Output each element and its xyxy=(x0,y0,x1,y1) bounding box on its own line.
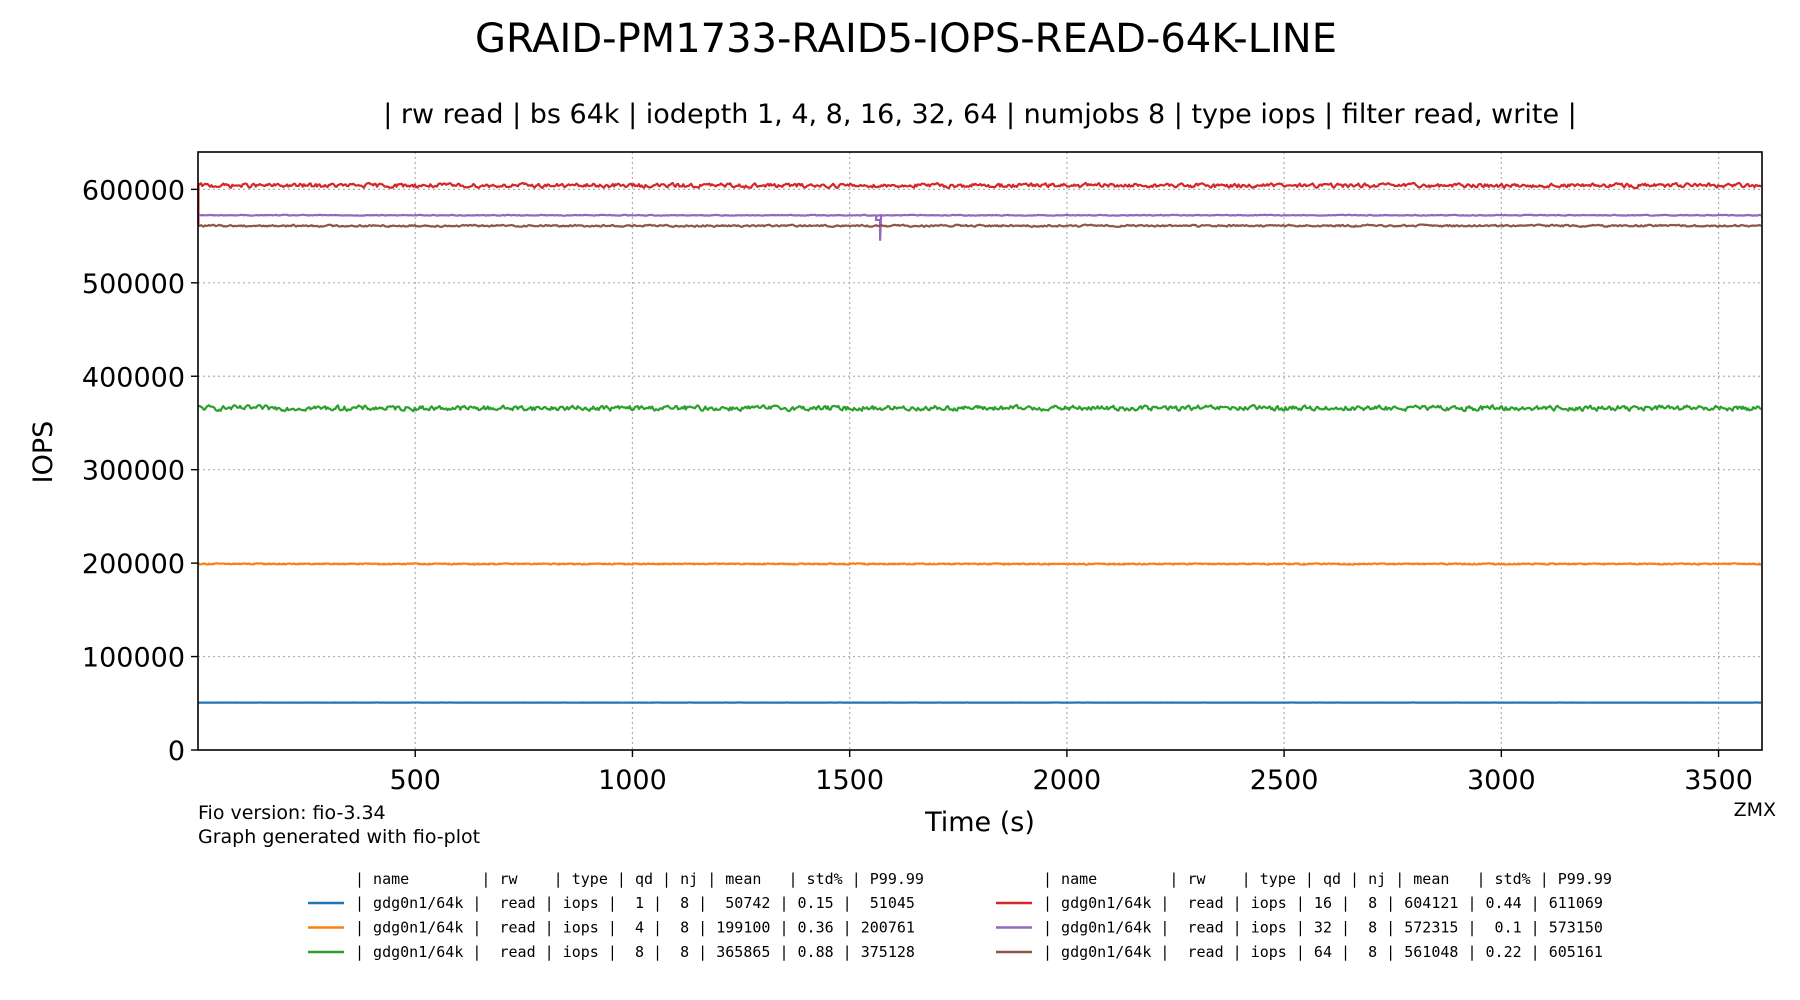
series-line-qd32 xyxy=(198,213,1762,217)
series-line-qd64 xyxy=(198,223,1762,228)
y-tick-label: 400000 xyxy=(82,362,185,393)
x-tick-label: 2500 xyxy=(1250,765,1319,796)
y-tick-label: 100000 xyxy=(82,643,185,674)
series-lines xyxy=(197,181,1762,704)
series-line-qd8 xyxy=(198,404,1762,413)
legend-entry-qd16: | gdg0n1/64k | read | iops | 16 | 8 | 60… xyxy=(1043,894,1603,912)
footnote-generated-with: Graph generated with fio-plot xyxy=(198,826,480,848)
grid-lines xyxy=(198,152,1762,750)
legend-entry-qd1: | gdg0n1/64k | read | iops | 1 | 8 | 507… xyxy=(355,894,915,912)
plot-frame xyxy=(197,151,1763,751)
y-tick-label: 0 xyxy=(168,736,185,767)
chart-subtitle: | rw read | bs 64k | iodepth 1, 4, 8, 16… xyxy=(383,99,1577,130)
footnote-fio-version: Fio version: fio-3.34 xyxy=(198,802,386,824)
x-tick-label: 1000 xyxy=(598,765,667,796)
series-line-qd4 xyxy=(197,562,1762,566)
legend-entry-qd64: | gdg0n1/64k | read | iops | 64 | 8 | 56… xyxy=(1043,943,1603,961)
y-tick-label: 500000 xyxy=(82,269,185,300)
legend-header: | name | rw | type | qd | nj | mean | st… xyxy=(355,870,924,888)
chart-title: GRAID-PM1733-RAID5-IOPS-READ-64K-LINE xyxy=(475,16,1337,62)
series-line-qd16 xyxy=(197,181,1762,225)
legend-header: | name | rw | type | qd | nj | mean | st… xyxy=(1043,870,1612,888)
x-tick-label: 3500 xyxy=(1684,765,1753,796)
x-tick-label: 500 xyxy=(389,765,441,796)
legend-entry-qd4: | gdg0n1/64k | read | iops | 4 | 8 | 199… xyxy=(355,919,915,937)
legend-entry-qd8: | gdg0n1/64k | read | iops | 8 | 8 | 365… xyxy=(355,943,915,961)
x-tick-label: 3000 xyxy=(1467,765,1536,796)
y-tick-label: 200000 xyxy=(82,549,185,580)
series-dip-qd32 xyxy=(874,215,883,241)
legend-entry-qd32: | gdg0n1/64k | read | iops | 32 | 8 | 57… xyxy=(1043,919,1603,937)
legend: | name | rw | type | qd | nj | mean | st… xyxy=(308,870,1612,961)
y-tick-label: 300000 xyxy=(82,456,185,487)
x-tick-label: 2000 xyxy=(1033,765,1102,796)
footnote-zmx: ZMX xyxy=(1734,799,1776,821)
axis-ticks: 500 1000 1500 2000 2500 3000 3500 0 100000 200000… xyxy=(82,175,1753,796)
y-axis-label: IOPS xyxy=(28,421,59,484)
x-tick-label: 1500 xyxy=(815,765,884,796)
x-axis-label: Time (s) xyxy=(924,807,1035,838)
y-tick-label: 600000 xyxy=(82,175,185,206)
